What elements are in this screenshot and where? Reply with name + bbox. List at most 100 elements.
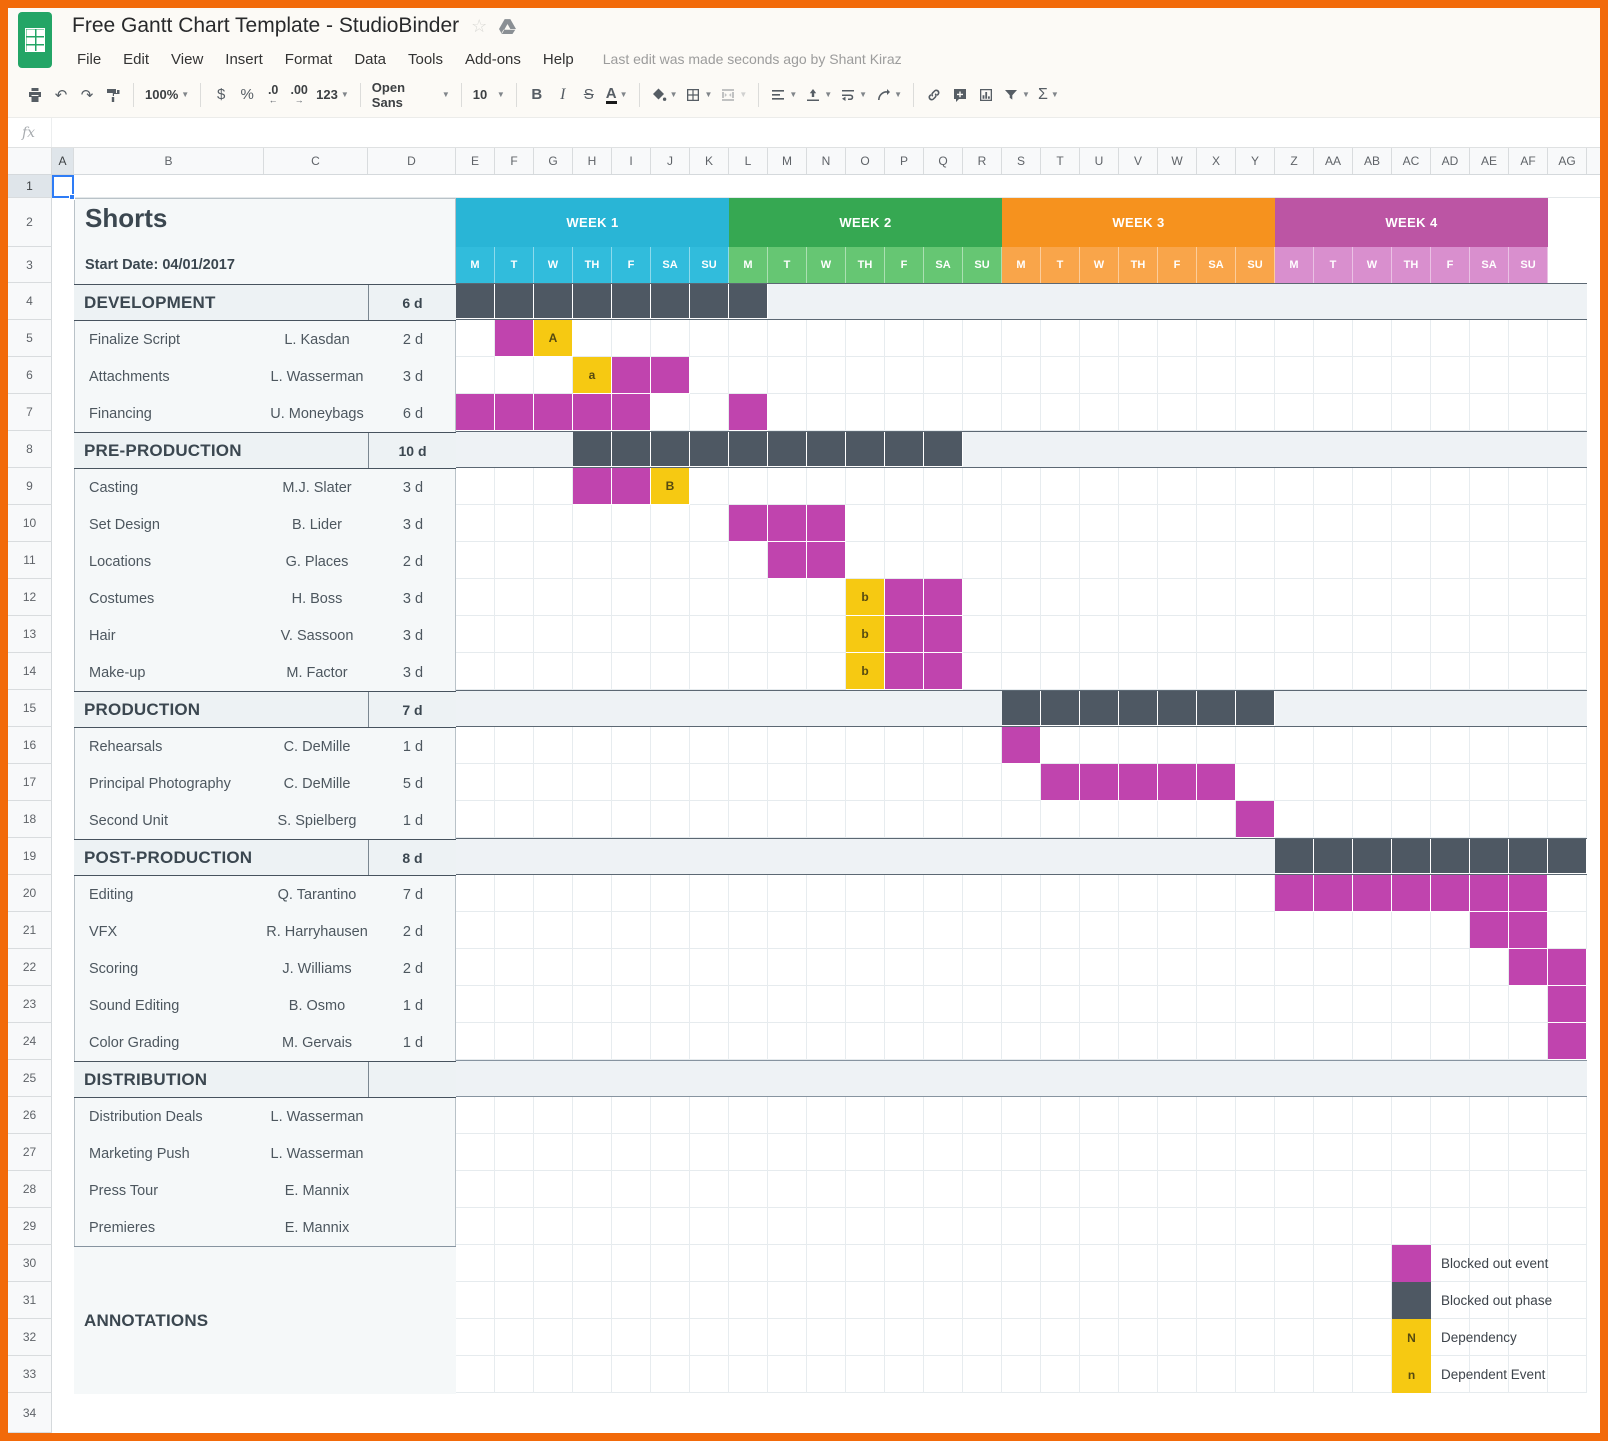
row-header-33[interactable]: 33 bbox=[8, 1356, 52, 1393]
day-header-cell[interactable]: SU bbox=[963, 247, 1002, 283]
task-row[interactable]: Principal Photography C. DeMille 5 d bbox=[75, 765, 455, 802]
menu-format[interactable]: Format bbox=[284, 50, 333, 68]
gantt-event-cell[interactable] bbox=[612, 468, 651, 505]
column-header-Z[interactable]: Z bbox=[1275, 148, 1314, 174]
row-header-11[interactable]: 11 bbox=[8, 542, 52, 579]
task-row[interactable]: Finalize Script L. Kasdan 2 d bbox=[75, 321, 455, 358]
day-header-cell[interactable]: SA bbox=[651, 247, 690, 283]
section-row[interactable]: PRODUCTION 7 d bbox=[74, 691, 456, 728]
day-header-cell[interactable]: W bbox=[807, 247, 846, 283]
gantt-event-cell[interactable] bbox=[729, 505, 768, 542]
row-header-9[interactable]: 9 bbox=[8, 468, 52, 505]
row-header-19[interactable]: 19 bbox=[8, 838, 52, 875]
column-header-B[interactable]: B bbox=[74, 148, 264, 174]
day-header-cell[interactable]: M bbox=[456, 247, 495, 283]
row-header-23[interactable]: 23 bbox=[8, 986, 52, 1023]
row-header-14[interactable]: 14 bbox=[8, 653, 52, 690]
row-header-10[interactable]: 10 bbox=[8, 505, 52, 542]
day-header-cell[interactable]: SA bbox=[924, 247, 963, 283]
day-header-cell[interactable]: W bbox=[1353, 247, 1392, 283]
gantt-event-cell[interactable] bbox=[651, 357, 690, 394]
column-header-N[interactable]: N bbox=[807, 148, 846, 174]
column-header-I[interactable]: I bbox=[612, 148, 651, 174]
legend-swatch-dep[interactable]: n bbox=[1392, 1356, 1431, 1393]
row-header-32[interactable]: 32 bbox=[8, 1319, 52, 1356]
legend-swatch-dep[interactable]: N bbox=[1392, 1319, 1431, 1356]
menu-tools[interactable]: Tools bbox=[408, 50, 444, 68]
legend-label[interactable]: Blocked out phase bbox=[1441, 1293, 1553, 1308]
insert-link-button[interactable] bbox=[921, 80, 947, 110]
column-header-AE[interactable]: AE bbox=[1470, 148, 1509, 174]
column-header-AC[interactable]: AC bbox=[1392, 148, 1431, 174]
day-header-cell[interactable]: F bbox=[612, 247, 651, 283]
redo-button[interactable]: ↷ bbox=[80, 86, 94, 104]
menu-file[interactable]: File bbox=[77, 50, 102, 68]
gantt-phase-cell[interactable] bbox=[1431, 839, 1470, 874]
gantt-event-cell[interactable] bbox=[1236, 801, 1275, 838]
row-header-21[interactable]: 21 bbox=[8, 912, 52, 949]
column-header-O[interactable]: O bbox=[846, 148, 885, 174]
gantt-event-cell[interactable] bbox=[1080, 764, 1119, 801]
task-row[interactable]: Rehearsals C. DeMille 1 d bbox=[75, 728, 455, 765]
row-header-3[interactable]: 3 bbox=[8, 247, 52, 283]
menu-view[interactable]: View bbox=[171, 50, 204, 68]
gantt-event-cell[interactable] bbox=[1509, 875, 1548, 912]
column-header-P[interactable]: P bbox=[885, 148, 924, 174]
gantt-phase-cell[interactable] bbox=[846, 432, 885, 467]
column-header-R[interactable]: R bbox=[963, 148, 1002, 174]
decrease-decimal-button[interactable]: .0 ← bbox=[267, 82, 279, 105]
menu-edit[interactable]: Edit bbox=[123, 50, 150, 68]
merge-cells-button[interactable]: ▼ bbox=[716, 80, 751, 110]
row-header-27[interactable]: 27 bbox=[8, 1134, 52, 1171]
number-format-button[interactable]: 123 ▼ bbox=[316, 87, 349, 102]
day-header-cell[interactable]: SU bbox=[690, 247, 729, 283]
row-header-25[interactable]: 25 bbox=[8, 1060, 52, 1097]
font-select[interactable]: Open Sans ▼ bbox=[371, 79, 450, 110]
gantt-phase-cell[interactable] bbox=[1509, 839, 1548, 874]
week-header-1[interactable]: WEEK 1 bbox=[456, 198, 729, 247]
day-header-cell[interactable]: TH bbox=[1392, 247, 1431, 283]
gantt-dependency-cell[interactable]: b bbox=[846, 579, 885, 616]
legend-label[interactable]: Blocked out event bbox=[1441, 1256, 1549, 1271]
column-header-V[interactable]: V bbox=[1119, 148, 1158, 174]
section-row[interactable]: PRE-PRODUCTION 10 d bbox=[74, 432, 456, 469]
gantt-phase-cell[interactable] bbox=[885, 432, 924, 467]
gantt-event-cell[interactable] bbox=[1119, 764, 1158, 801]
sheets-logo-icon[interactable] bbox=[18, 12, 52, 68]
gantt-event-cell[interactable] bbox=[885, 579, 924, 616]
gantt-event-cell[interactable] bbox=[1548, 986, 1587, 1023]
gantt-phase-cell[interactable] bbox=[456, 284, 495, 319]
column-header-F[interactable]: F bbox=[495, 148, 534, 174]
gantt-phase-cell[interactable] bbox=[924, 432, 963, 467]
gantt-phase-cell[interactable] bbox=[495, 284, 534, 319]
week-header-2[interactable]: WEEK 2 bbox=[729, 198, 1002, 247]
row-header-1[interactable]: 1 bbox=[8, 175, 52, 198]
task-row[interactable]: Scoring J. Williams 2 d bbox=[75, 950, 455, 987]
row-header-5[interactable]: 5 bbox=[8, 320, 52, 357]
row-header-7[interactable]: 7 bbox=[8, 394, 52, 431]
gantt-phase-cell[interactable] bbox=[1275, 839, 1314, 874]
gantt-event-cell[interactable] bbox=[807, 542, 846, 579]
day-header-cell[interactable]: SA bbox=[1470, 247, 1509, 283]
row-header-26[interactable]: 26 bbox=[8, 1097, 52, 1134]
gantt-phase-cell[interactable] bbox=[729, 432, 768, 467]
gantt-event-cell[interactable] bbox=[495, 320, 534, 357]
menu-addons[interactable]: Add-ons bbox=[465, 50, 521, 68]
gantt-event-cell[interactable] bbox=[1509, 949, 1548, 986]
star-icon[interactable]: ☆ bbox=[471, 15, 488, 36]
day-header-cell[interactable]: SA bbox=[1197, 247, 1236, 283]
zoom-select[interactable]: 100% ▼ bbox=[145, 87, 190, 102]
gantt-phase-cell[interactable] bbox=[612, 284, 651, 319]
task-row[interactable]: Locations G. Places 2 d bbox=[75, 543, 455, 580]
gantt-dependency-cell[interactable]: a bbox=[573, 357, 612, 394]
gantt-event-cell[interactable] bbox=[573, 394, 612, 431]
gantt-phase-cell[interactable] bbox=[1197, 691, 1236, 726]
task-row[interactable]: VFX R. Harryhausen 2 d bbox=[75, 913, 455, 950]
menu-insert[interactable]: Insert bbox=[225, 50, 263, 68]
gantt-event-cell[interactable] bbox=[807, 505, 846, 542]
horizontal-align-button[interactable]: ▼ bbox=[766, 80, 801, 110]
column-header-D[interactable]: D bbox=[368, 148, 456, 174]
task-row[interactable]: Premieres E. Mannix bbox=[75, 1209, 455, 1246]
functions-button[interactable]: Σ ▼ bbox=[1037, 85, 1059, 103]
gantt-phase-cell[interactable] bbox=[1392, 839, 1431, 874]
